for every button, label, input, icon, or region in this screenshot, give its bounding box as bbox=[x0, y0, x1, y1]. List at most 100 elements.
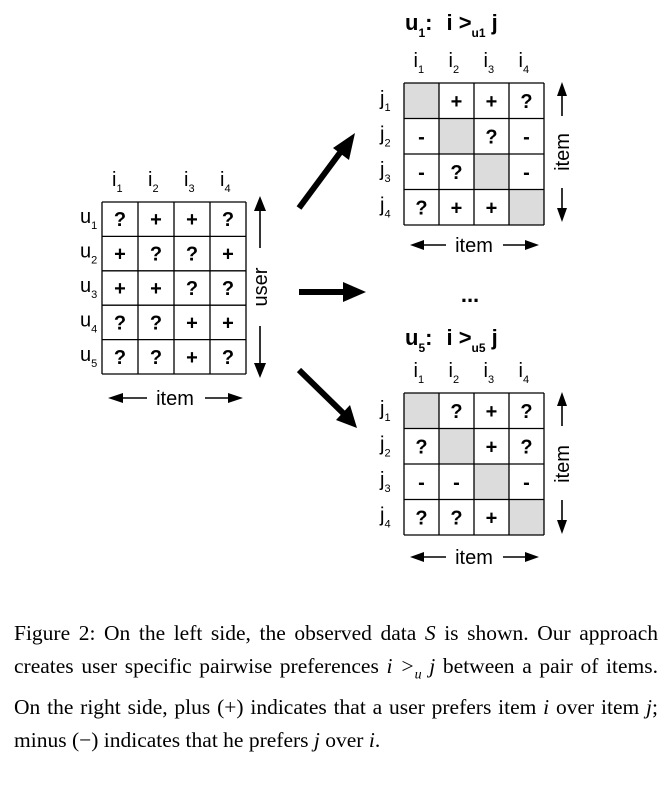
pw1-diagonal-cell bbox=[509, 499, 544, 535]
pairwise-u5-col-label-2: i2 bbox=[449, 360, 460, 386]
pw1-cell-value: - bbox=[523, 472, 530, 494]
pw0-diagonal-cell bbox=[439, 118, 474, 154]
obs-cell-value: ? bbox=[222, 278, 234, 300]
pw0-cell-value: ? bbox=[485, 126, 497, 148]
pw1-cell-value: ? bbox=[450, 507, 462, 529]
obs-cell-value: + bbox=[114, 244, 126, 266]
obs-cell-value: ? bbox=[186, 244, 198, 266]
observed-item-label-2: i2 bbox=[148, 169, 159, 195]
pairwise-u1-right-axis: item bbox=[552, 82, 574, 222]
observed-matrix: ? + + ? +?? + + +???? + +?? +? i1 i2 i3 i4 u1 u2 u3 u4 u5… bbox=[80, 169, 272, 410]
pw1-diagonal-cell bbox=[439, 428, 474, 464]
pw0-cell-value: + bbox=[451, 91, 463, 113]
pw0-cell-value: + bbox=[486, 197, 498, 219]
pairwise-matrix-u5: u5: i >u5 j ? +?? + ? - - -?? + i1 i2 i3 i4 j1 j2 j3 j4… bbox=[379, 325, 574, 569]
pairwise-u5-bottom-axis: item bbox=[410, 547, 539, 569]
obs-cell-value: + bbox=[150, 209, 162, 231]
pw1-cell-value: ? bbox=[520, 401, 532, 423]
caption-label: Figure 2: bbox=[14, 621, 96, 645]
obs-cell-value: ? bbox=[222, 209, 234, 231]
observed-user-label-3: u3 bbox=[80, 275, 97, 301]
pairwise-u1-col-label-4: i4 bbox=[519, 50, 530, 76]
obs-cell-value: ? bbox=[114, 312, 126, 334]
observed-item-label-1: i1 bbox=[112, 169, 123, 195]
pairwise-u5-row-label-3: j3 bbox=[379, 469, 391, 495]
pw1-cell-value: ? bbox=[415, 507, 427, 529]
pairwise-u1-right-axis-label: item bbox=[552, 133, 574, 171]
pw1-diagonal-cell bbox=[474, 464, 509, 500]
pairwise-title-u1: u1: i >u1 j bbox=[405, 10, 498, 40]
pairwise-u5-bottom-axis-label: item bbox=[455, 547, 493, 569]
arrow-down-right bbox=[296, 367, 346, 416]
obs-cell-value: ? bbox=[114, 347, 126, 369]
pairwise-u5-right-axis-label: item bbox=[552, 445, 574, 483]
pairwise-u5-col-label-4: i4 bbox=[519, 360, 530, 386]
pw0-cell-value: + bbox=[486, 91, 498, 113]
pairwise-matrix-u1: u1: i >u1 j + + ? -? - -? -? + + i1 i2 i3 i4 j1 j2 j3 j4… bbox=[379, 10, 574, 257]
pw0-cell-value: - bbox=[523, 162, 530, 184]
pw0-cell-value: + bbox=[451, 197, 463, 219]
pairwise-u1-row-label-1: j1 bbox=[379, 88, 391, 114]
pairwise-u1-row-label-3: j3 bbox=[379, 159, 391, 185]
observed-item-axis: item bbox=[108, 388, 243, 410]
user-axis-label: user bbox=[250, 267, 272, 306]
pairwise-u1-bottom-axis: item bbox=[410, 235, 539, 257]
obs-cell-value: + bbox=[150, 278, 162, 300]
pw0-cell-value: - bbox=[418, 126, 425, 148]
pw0-cell-value: ? bbox=[415, 197, 427, 219]
pairwise-u5-right-axis: item bbox=[552, 392, 574, 534]
obs-cell-value: + bbox=[186, 312, 198, 334]
pairwise-u1-row-label-2: j2 bbox=[379, 123, 391, 149]
pw0-cell-value: - bbox=[418, 162, 425, 184]
arrows bbox=[296, 133, 366, 428]
pw1-cell-value: + bbox=[486, 401, 498, 423]
arrow-up-right bbox=[296, 148, 345, 210]
obs-cell-value: + bbox=[186, 347, 198, 369]
pw1-cell-value: - bbox=[453, 472, 460, 494]
obs-cell-value: + bbox=[186, 209, 198, 231]
obs-cell-value: + bbox=[222, 312, 234, 334]
pairwise-u1-bottom-axis-label: item bbox=[455, 235, 493, 257]
pairwise-u1-row-label-4: j4 bbox=[379, 194, 391, 220]
pairwise-u5-row-label-2: j2 bbox=[379, 433, 391, 459]
pw1-cell-value: + bbox=[486, 436, 498, 458]
user-axis: user bbox=[250, 196, 272, 378]
pw0-diagonal-cell bbox=[474, 154, 509, 190]
obs-cell-value: + bbox=[222, 244, 234, 266]
obs-cell-value: ? bbox=[150, 347, 162, 369]
pw1-diagonal-cell bbox=[404, 393, 439, 429]
pw0-cell-value: ? bbox=[450, 162, 462, 184]
pairwise-u5-col-label-3: i3 bbox=[484, 360, 495, 386]
pairwise-u1-col-label-2: i2 bbox=[449, 50, 460, 76]
observed-user-label-1: u1 bbox=[80, 206, 97, 232]
observed-item-label-3: i3 bbox=[184, 169, 195, 195]
obs-cell-value: ? bbox=[150, 312, 162, 334]
pw1-cell-value: + bbox=[486, 507, 498, 529]
obs-cell-value: ? bbox=[150, 244, 162, 266]
observed-item-label-4: i4 bbox=[220, 169, 231, 195]
figure-caption: Figure 2: On the left side, the observed… bbox=[14, 621, 659, 752]
obs-cell-value: ? bbox=[186, 278, 198, 300]
pw0-diagonal-cell bbox=[404, 83, 439, 119]
observed-item-axis-label: item bbox=[156, 388, 194, 410]
pw1-cell-value: - bbox=[418, 472, 425, 494]
observed-user-label-2: u2 bbox=[80, 241, 97, 267]
figure-diagram: ? + + ? +?? + + +???? + +?? +? i1 i2 i3 i4 u1 u2 u3 u4 u5… bbox=[80, 10, 574, 569]
pairwise-u1-col-label-1: i1 bbox=[414, 50, 425, 76]
pairwise-title-u5: u5: i >u5 j bbox=[405, 325, 498, 355]
pw0-cell-value: - bbox=[523, 126, 530, 148]
pw1-cell-value: ? bbox=[415, 436, 427, 458]
obs-cell-value: ? bbox=[114, 209, 126, 231]
pw1-cell-value: ? bbox=[520, 436, 532, 458]
pairwise-u5-col-label-1: i1 bbox=[414, 360, 425, 386]
observed-user-label-4: u4 bbox=[80, 309, 97, 335]
pairwise-u5-row-label-4: j4 bbox=[379, 504, 391, 530]
observed-user-label-5: u5 bbox=[80, 344, 97, 370]
pw0-cell-value: ? bbox=[520, 91, 532, 113]
pw0-diagonal-cell bbox=[509, 189, 544, 225]
ellipsis: ... bbox=[461, 282, 479, 307]
obs-cell-value: + bbox=[114, 278, 126, 300]
pairwise-u5-row-label-1: j1 bbox=[379, 398, 391, 424]
obs-cell-value: ? bbox=[222, 347, 234, 369]
pairwise-u1-col-label-3: i3 bbox=[484, 50, 495, 76]
